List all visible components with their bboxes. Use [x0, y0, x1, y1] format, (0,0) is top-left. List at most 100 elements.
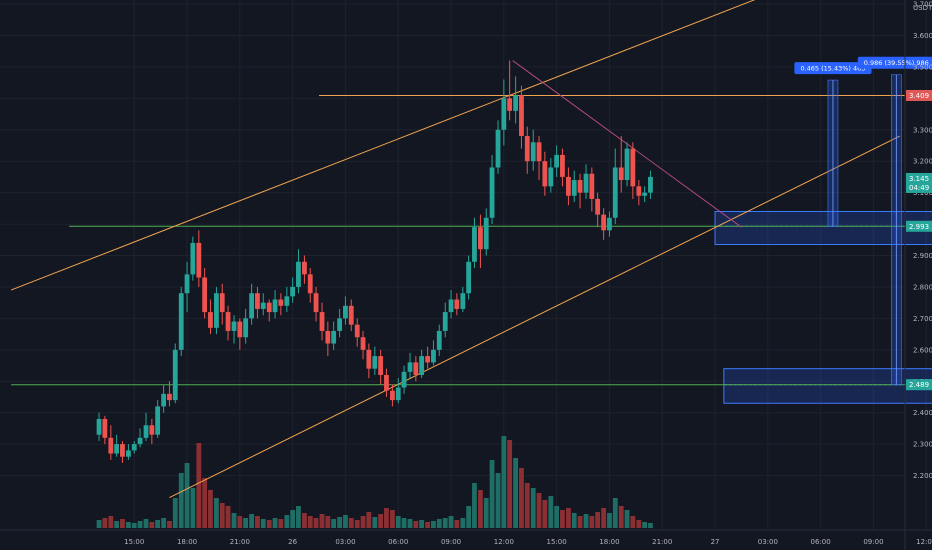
volume-bar	[530, 488, 536, 528]
volume-bar	[290, 510, 296, 528]
candle-body	[642, 192, 648, 196]
price-tick-label: 3.600	[913, 32, 932, 40]
time-axis[interactable]: 15:00 18:00 21:00 26 03:00 06:00 09:00 12:00 15:…	[0, 529, 932, 546]
volume-bar	[601, 508, 607, 528]
candle-body	[466, 261, 472, 294]
volume-bar	[378, 514, 384, 528]
volume-bar	[425, 522, 431, 528]
volume-bar	[384, 508, 389, 528]
candle-body	[313, 293, 319, 313]
volume-bar	[161, 518, 167, 528]
volume-bar	[325, 516, 331, 528]
volume-bar	[407, 519, 413, 528]
candle-body	[571, 180, 577, 196]
volume-bar	[131, 523, 137, 528]
candle-body	[360, 337, 366, 350]
volume-bar	[137, 521, 143, 528]
candle-body	[513, 95, 519, 111]
candle-body	[495, 129, 501, 168]
candle-body	[348, 305, 354, 325]
candle-body	[296, 261, 301, 287]
volume-bar	[272, 518, 278, 528]
volume-bar	[595, 512, 601, 528]
trend-line	[169, 135, 901, 499]
price-tick-label: 3.500	[913, 63, 932, 71]
volume-bar	[548, 496, 554, 528]
time-tick-label: 06:00	[811, 538, 831, 546]
volume-bar	[454, 520, 460, 528]
volume-bar	[208, 490, 213, 528]
time-tick-label: 12:00	[494, 538, 514, 546]
trend-line	[10, 0, 756, 291]
price-tick-label: 3.300	[913, 126, 932, 134]
current-price-tag-countdown: 04:49	[909, 184, 929, 192]
volume-bar	[313, 518, 319, 528]
candle-body	[566, 176, 571, 196]
volume-bar	[307, 516, 313, 528]
volume-bar	[460, 518, 466, 528]
volume-bar	[589, 516, 595, 528]
candle-body	[636, 186, 642, 196]
candle-body	[483, 217, 489, 250]
candle-body	[589, 173, 595, 199]
candle-body	[225, 312, 231, 331]
candle-body	[284, 296, 290, 306]
candle-body	[290, 286, 296, 297]
candle-body	[378, 356, 384, 375]
candle-body	[366, 349, 372, 369]
price-axis[interactable]: USDT 3.7003.6003.5003.4003.3003.2003.100…	[904, 0, 932, 550]
candle-body	[272, 299, 278, 313]
time-tick-label: 12:00	[916, 538, 932, 546]
candle-body	[120, 444, 125, 457]
volume-bars	[96, 436, 653, 528]
time-tick-label: 06:00	[388, 538, 408, 546]
candle-body	[630, 148, 636, 187]
candle-body	[607, 217, 612, 231]
volume-bar	[354, 520, 360, 528]
candle-body	[519, 95, 524, 137]
volume-bar	[278, 519, 284, 528]
candle-body	[172, 349, 178, 401]
candle-body	[595, 198, 601, 215]
price-tick-label: 3.200	[913, 158, 932, 166]
volume-bar	[624, 510, 630, 528]
candle-body	[384, 374, 389, 391]
candle-body	[436, 330, 442, 350]
candle-body	[624, 148, 630, 181]
measure-label-box	[794, 62, 872, 75]
volume-bar	[143, 519, 149, 528]
volume-bar	[155, 520, 161, 528]
candle-body	[249, 293, 255, 319]
candle-body	[331, 330, 337, 344]
volume-bar	[519, 468, 524, 528]
volume-bar	[560, 510, 565, 528]
candle-body	[390, 390, 395, 401]
candle-body	[542, 161, 548, 187]
candle-body	[648, 176, 653, 193]
measure-label-box	[857, 56, 932, 69]
volume-bar	[390, 510, 395, 528]
level-price-tag: 2.489	[909, 381, 929, 389]
candle-body	[524, 136, 530, 162]
price-tick-label: 3.700	[913, 1, 932, 9]
measure-label: 0.465 (15.43%) 465	[800, 65, 865, 73]
volume-bar	[566, 508, 571, 528]
volume-bar	[524, 483, 530, 528]
candle-body	[178, 293, 184, 350]
candle-body	[395, 387, 401, 401]
volume-bar	[284, 515, 290, 528]
volume-bar	[120, 519, 125, 528]
volume-bar	[607, 513, 612, 528]
volume-bar	[419, 520, 425, 528]
price-tick-label: 2.600	[913, 346, 932, 354]
volume-bar	[302, 513, 307, 528]
candle-body	[243, 318, 249, 338]
volume-bar	[472, 483, 477, 528]
volume-bar	[642, 522, 648, 528]
candle-body	[325, 330, 331, 344]
candle-body	[202, 277, 208, 313]
volume-bar	[219, 503, 225, 528]
volume-bar	[436, 519, 442, 528]
volume-bar	[431, 521, 436, 528]
